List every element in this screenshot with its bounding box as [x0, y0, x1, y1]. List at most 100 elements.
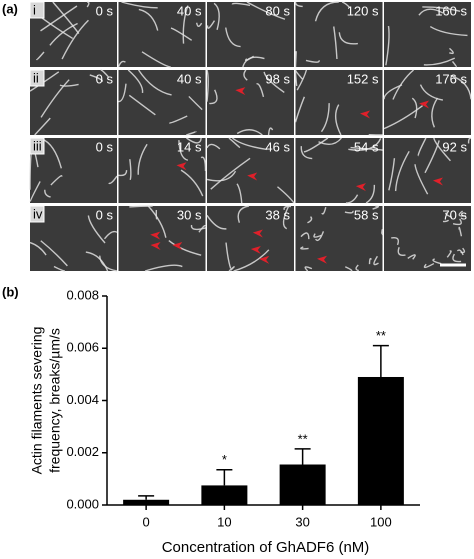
row-label: i — [33, 2, 36, 17]
filament — [304, 266, 313, 272]
micrograph — [384, 138, 471, 203]
filament — [210, 157, 251, 190]
micrograph — [295, 70, 383, 135]
x-axis-label: Concentration of GhADF6 (nM) — [162, 539, 370, 556]
micrograph — [207, 138, 294, 203]
micrograph — [207, 206, 294, 271]
row-label: iv — [33, 206, 43, 221]
bar — [279, 464, 326, 505]
filament — [118, 83, 127, 103]
filament — [294, 51, 297, 68]
filament — [320, 103, 330, 133]
arrowhead — [150, 242, 161, 251]
filament — [50, 174, 63, 186]
filament — [345, 194, 359, 204]
filament — [117, 60, 126, 68]
time-label: 80 s — [265, 3, 290, 18]
y-tick-label: 0.002 — [66, 444, 99, 459]
filament — [236, 183, 243, 204]
filament — [419, 84, 444, 101]
filament — [294, 69, 304, 80]
time-label: 38 s — [265, 207, 290, 222]
x-tick-label: 0 — [143, 514, 150, 529]
filament — [144, 264, 183, 272]
error-bar — [372, 344, 389, 377]
filament — [417, 137, 427, 157]
time-label: 14 s — [177, 139, 202, 154]
time-label: 0 s — [96, 3, 114, 18]
filament — [243, 69, 248, 81]
filament — [137, 143, 148, 175]
filament — [296, 69, 308, 91]
filament — [34, 117, 51, 136]
time-label: 46 s — [265, 139, 290, 154]
y-axis-label: Actin filaments severing — [29, 327, 45, 475]
arrowhead — [252, 229, 263, 238]
filament — [456, 249, 464, 256]
time-label: 40 s — [177, 3, 202, 18]
bar — [201, 485, 248, 505]
filament — [198, 225, 207, 233]
time-label: 152 s — [347, 71, 379, 86]
arrowhead — [247, 172, 258, 181]
filament — [237, 205, 250, 223]
filament — [397, 247, 406, 256]
filament — [213, 2, 220, 31]
filament — [344, 266, 353, 272]
filament — [138, 8, 159, 31]
filament — [307, 216, 313, 224]
y-tick-label: 0.004 — [66, 392, 99, 407]
filament — [49, 22, 78, 46]
arrowhead — [317, 255, 328, 264]
row-label-box — [29, 205, 45, 223]
arrowhead — [235, 87, 246, 96]
micrograph — [384, 206, 471, 271]
filament — [300, 246, 309, 250]
filament — [178, 140, 189, 161]
filament — [263, 71, 285, 93]
filament — [348, 138, 382, 151]
filament — [385, 25, 390, 66]
filament — [458, 210, 466, 217]
y-tick-label: 0.008 — [66, 287, 99, 302]
time-label: 98 s — [265, 71, 290, 86]
filament — [53, 265, 66, 272]
y-tick-label: 0.000 — [66, 496, 99, 511]
time-label: 70 s — [442, 207, 467, 222]
filament — [231, 137, 267, 151]
filament — [206, 69, 209, 102]
filament — [141, 51, 171, 68]
filament — [206, 143, 221, 150]
filament — [383, 105, 423, 130]
filament — [388, 158, 396, 191]
filament — [59, 83, 79, 87]
significance: ** — [298, 431, 308, 446]
bar — [357, 376, 404, 505]
filament — [442, 219, 450, 223]
filament — [300, 146, 313, 160]
filament — [186, 137, 202, 144]
filament — [129, 159, 132, 181]
arrowhead — [250, 245, 261, 254]
error-bar — [138, 495, 155, 500]
filament — [450, 74, 472, 100]
filament — [350, 146, 383, 151]
time-label: 176 s — [435, 71, 467, 86]
x-tick-label: 10 — [217, 514, 231, 529]
filament — [431, 97, 439, 128]
micrograph — [207, 2, 294, 67]
filament — [452, 218, 462, 226]
time-label: 160 s — [435, 3, 467, 18]
arrowhead — [419, 100, 430, 109]
row-label-box — [29, 1, 45, 19]
filament — [314, 1, 339, 22]
filament — [169, 115, 188, 124]
filament — [225, 242, 232, 269]
filament — [40, 79, 70, 118]
filament — [206, 20, 216, 29]
filament — [246, 1, 286, 20]
filament — [108, 175, 118, 185]
filament — [129, 205, 153, 208]
error-bar — [294, 448, 311, 465]
filament — [373, 255, 379, 266]
